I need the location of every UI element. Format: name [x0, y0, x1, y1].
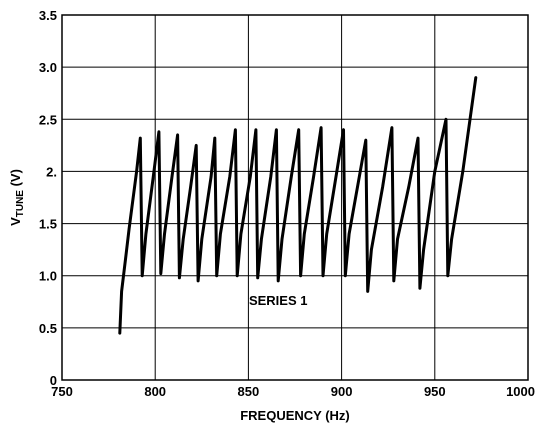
series-line: [118, 76, 478, 335]
x-tick-label: 800: [144, 384, 166, 399]
y-axis-title: VTUNE (V): [8, 169, 26, 226]
y-axis-title-subscript: TUNE: [15, 190, 26, 218]
y-tick-label: 3.5: [39, 8, 57, 23]
x-tick-labels: 750 800 850 900 950 1000: [51, 384, 535, 399]
x-tick-label: 900: [331, 384, 353, 399]
y-axis-title-unit: (V): [8, 169, 23, 190]
y-tick-label: 0: [50, 373, 57, 388]
y-tick-label: 3.0: [39, 60, 57, 75]
x-tick-label: 1000: [506, 384, 535, 399]
y-tick-label: 2.: [46, 164, 57, 179]
x-tick-label: 750: [51, 384, 73, 399]
y-tick-labels: 0 0.5 1.0 1.5 2. 2.5 3.0 3.5: [39, 8, 57, 388]
y-tick-label: 1.5: [39, 217, 57, 232]
y-tick-label: 1.0: [39, 269, 57, 284]
y-tick-label: 0.5: [39, 321, 57, 336]
x-tick-label: 950: [424, 384, 446, 399]
series-group: [118, 76, 478, 335]
x-axis-title: FREQUENCY (Hz): [240, 408, 350, 423]
plot-frame: [61, 14, 529, 381]
y-tick-label: 2.5: [39, 112, 57, 127]
series-label: SERIES 1: [249, 293, 308, 308]
x-tick-label: 850: [238, 384, 260, 399]
y-axis-title-main: V: [8, 217, 23, 226]
